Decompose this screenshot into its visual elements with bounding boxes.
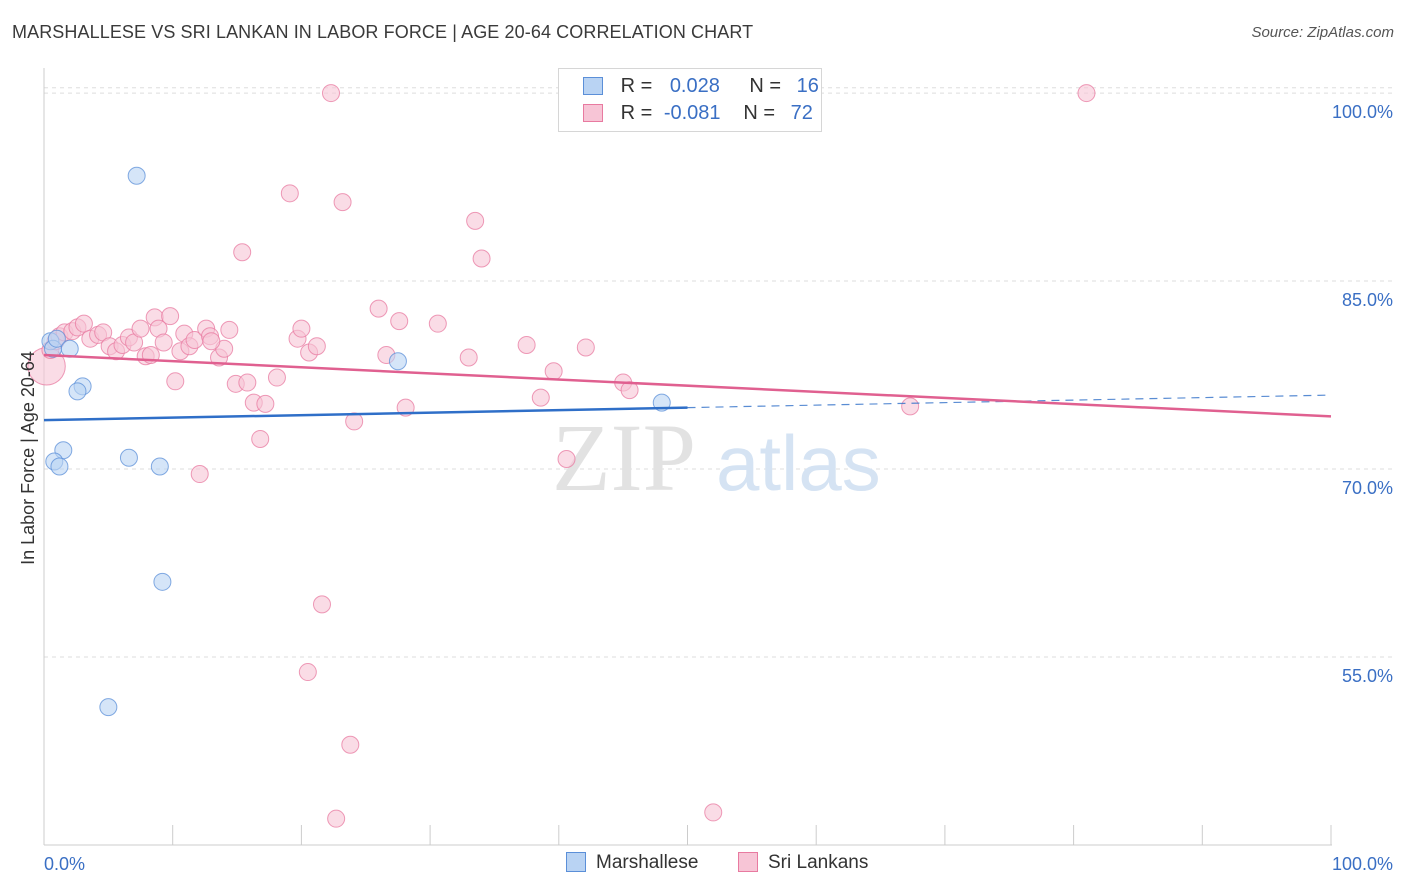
sri-lankan-point <box>131 319 150 338</box>
x-tick-label-max: 100.0% <box>1332 854 1393 874</box>
sri-lankan-point <box>280 184 299 203</box>
legend-n-value: 72 <box>790 102 813 124</box>
sri-lankan-point <box>154 333 173 352</box>
marshallese-point <box>127 166 146 185</box>
legend-r-label: R = <box>620 75 653 97</box>
sri-lankan-point <box>233 243 252 262</box>
data-points <box>27 84 1096 828</box>
marshallese-point <box>388 352 407 371</box>
sri-lankan-point <box>390 312 409 331</box>
marshallese-point <box>60 339 79 358</box>
marshallese-point <box>99 698 118 717</box>
sri-lankan-point <box>544 362 563 381</box>
trend-lines <box>43 353 1332 422</box>
watermark-atlas: atlas <box>716 419 881 507</box>
legend-swatch-pink <box>583 104 603 122</box>
sri-lankan-point <box>161 307 180 326</box>
legend-n-label: N = <box>743 102 776 124</box>
sri-lankan-point <box>166 372 185 391</box>
axes <box>43 68 1332 846</box>
y-axis-label: In Labor Force | Age 20-64 <box>18 351 38 565</box>
sri-lankan-point <box>312 595 331 614</box>
legend-row-marshallese: R = 0.028 N = 16 <box>583 75 819 101</box>
sri-lankan-point <box>901 397 920 416</box>
sri-lankan-point <box>220 320 239 339</box>
sri-lankan-point <box>704 803 723 822</box>
sri-lankan-point <box>459 348 478 367</box>
bottom-legend-marshallese: Marshallese <box>566 852 698 874</box>
marshallese-trend-extension <box>687 394 1332 409</box>
sri-lankan-point <box>466 211 485 230</box>
watermark-zip: ZIP <box>552 404 696 511</box>
sri-lankan-point <box>369 299 388 318</box>
bottom-swatch-blue <box>566 852 586 872</box>
chart-title: MARSHALLESE VS SRI LANKAN IN LABOR FORCE… <box>12 22 754 42</box>
sri-lankan-point <box>307 337 326 356</box>
marshallese-point <box>50 457 69 476</box>
legend-n-label: N = <box>749 75 782 97</box>
y-tick-label: 70.0% <box>1342 478 1393 498</box>
sri-lankan-point <box>333 193 352 212</box>
sri-lankan-point <box>531 388 550 407</box>
bottom-swatch-pink <box>738 852 758 872</box>
sri-lankan-point <box>322 84 341 103</box>
legend-r-label: R = <box>620 102 653 124</box>
sri-lankan-point <box>202 332 221 351</box>
marshallese-trend-line <box>43 406 688 422</box>
y-tick-label: 85.0% <box>1342 290 1393 310</box>
sri-lankan-trend-line <box>43 353 1332 418</box>
sri-lankan-point <box>190 465 209 484</box>
correlation-legend: R = 0.028 N = 16 R = -0.081 N = 72 <box>558 68 822 132</box>
marshallese-point <box>153 572 172 591</box>
sri-lankan-point <box>472 249 491 268</box>
bottom-legend-label: Sri Lankans <box>768 852 869 873</box>
sri-lankan-point <box>74 314 93 333</box>
sri-lankan-point <box>576 338 595 357</box>
y-tick-label: 55.0% <box>1342 666 1393 686</box>
bottom-legend-sri-lankans: Sri Lankans <box>738 852 868 874</box>
bottom-legend-label: Marshallese <box>596 852 699 873</box>
sri-lankan-point <box>292 319 311 338</box>
sri-lankan-point <box>267 368 286 387</box>
sri-lankan-point <box>341 735 360 754</box>
source-credit: Source: ZipAtlas.com <box>1251 24 1394 41</box>
marshallese-point <box>119 448 138 467</box>
sri-lankan-point <box>557 450 576 469</box>
sri-lankan-point <box>620 381 639 400</box>
tick-labels: 55.0% 70.0% 85.0% 100.0% 0.0% 100.0% <box>44 102 1393 874</box>
legend-swatch-blue <box>583 77 603 95</box>
sri-lankan-point <box>298 663 317 682</box>
marshallese-point <box>150 457 169 476</box>
sri-lankan-point <box>428 314 447 333</box>
sri-lankan-point <box>251 429 270 448</box>
legend-r-value: -0.081 <box>663 102 721 124</box>
sri-lankan-point <box>238 373 257 392</box>
x-tick-label-min: 0.0% <box>44 854 85 874</box>
watermark: ZIP atlas <box>552 404 881 511</box>
legend-n-value: 16 <box>796 75 819 97</box>
marshallese-point <box>47 329 66 348</box>
sri-lankan-point <box>256 394 275 413</box>
sri-lankan-point <box>327 809 346 828</box>
y-tick-label: 100.0% <box>1332 102 1393 122</box>
marshallese-point <box>68 382 87 401</box>
legend-row-sri-lankans: R = -0.081 N = 72 <box>583 102 813 128</box>
legend-r-value: 0.028 <box>669 75 720 97</box>
sri-lankan-point <box>517 335 536 354</box>
sri-lankan-point <box>1077 84 1096 103</box>
